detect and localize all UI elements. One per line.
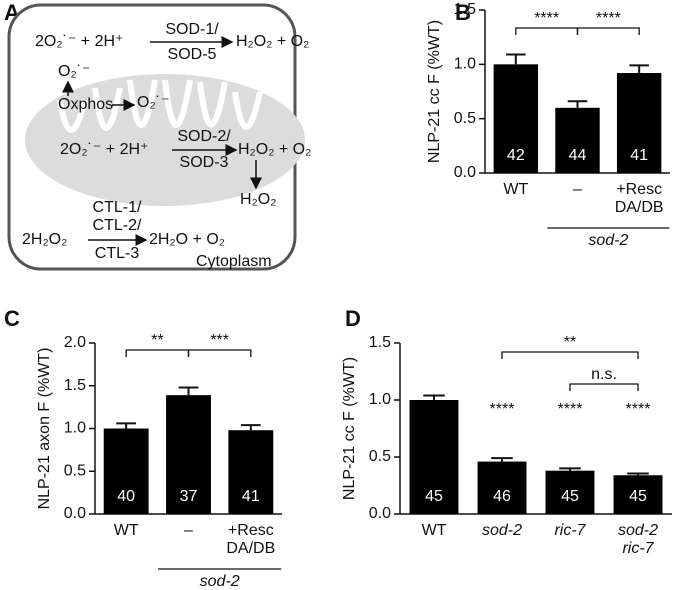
y-tick-label: 1.0 xyxy=(369,391,391,408)
panel-label: B xyxy=(455,0,471,25)
group-label: sod-2 xyxy=(588,232,628,249)
group-label: sod-2 xyxy=(200,573,240,590)
comparison-label: *** xyxy=(210,332,229,349)
n-label: 46 xyxy=(493,488,511,505)
comparison-label: **** xyxy=(596,10,621,27)
y-tick-label: 0.5 xyxy=(454,110,476,127)
comparison-bracket xyxy=(501,351,639,359)
panel-label: C xyxy=(4,306,20,331)
n-label: 37 xyxy=(180,488,198,505)
reactant: 2O₂˙⁻ + 2H⁺ xyxy=(60,141,148,158)
enzyme: SOD-2/ xyxy=(177,128,231,145)
bar xyxy=(477,461,527,514)
n-label: 41 xyxy=(242,488,260,505)
significance-label: **** xyxy=(558,401,583,418)
n-label: 45 xyxy=(629,488,647,505)
reactant: 2H₂O₂ xyxy=(22,231,67,248)
x-tick-label: WT xyxy=(422,522,447,539)
x-tick-label: WT xyxy=(503,181,528,198)
y-tick-label: 0.0 xyxy=(454,164,476,181)
y-tick-label: 0.5 xyxy=(369,448,391,465)
x-tick-label: DA/DB xyxy=(226,540,275,557)
compartment: Cytoplasm xyxy=(196,253,272,270)
x-tick-label: +Resc xyxy=(228,522,274,539)
comparison-label: n.s. xyxy=(591,366,617,383)
y-axis-label: NLP-21 cc F (%WT) xyxy=(341,357,358,500)
significance-label: **** xyxy=(490,401,515,418)
bar xyxy=(613,475,663,514)
x-tick-label: WT xyxy=(114,522,139,539)
n-label: 45 xyxy=(561,488,579,505)
n-label: 42 xyxy=(507,147,525,164)
bar xyxy=(166,395,211,514)
n-label: 41 xyxy=(630,147,648,164)
oxphos: Oxphos xyxy=(58,96,113,113)
x-tick-label: +Resc xyxy=(616,181,662,198)
y-tick-label: 1.0 xyxy=(454,56,476,73)
product: H₂O₂ + O₂ xyxy=(238,141,311,158)
bar xyxy=(228,430,274,514)
product: 2H₂O + O₂ xyxy=(149,231,225,248)
enzyme: CTL-2/ xyxy=(93,217,142,234)
enzyme: CTL-3 xyxy=(95,245,140,262)
bar xyxy=(409,400,459,514)
y-axis-label: NLP-21 cc F (%WT) xyxy=(426,20,443,163)
y-tick-label: 0.5 xyxy=(64,462,86,479)
comparison-bracket xyxy=(125,349,190,357)
x-tick-label: – xyxy=(184,522,193,539)
y-tick-label: 1.0 xyxy=(64,420,86,437)
y-tick-label: 1.5 xyxy=(369,334,391,351)
significance-label: **** xyxy=(626,401,651,418)
enzyme: SOD-3 xyxy=(180,154,229,171)
n-label: 40 xyxy=(117,488,135,505)
x-tick-label: DA/DB xyxy=(615,199,664,216)
superoxide: O₂˙⁻ xyxy=(137,94,169,111)
n-label: 45 xyxy=(425,488,443,505)
bar xyxy=(103,428,149,514)
bar xyxy=(555,107,600,173)
panel-label: D xyxy=(345,306,361,331)
comparison-label: **** xyxy=(534,10,559,27)
comparison-label: ** xyxy=(564,334,576,351)
reactant: 2O₂˙⁻ + 2H⁺ xyxy=(35,33,123,50)
product: H₂O₂ + O₂ xyxy=(236,33,309,50)
comparison-bracket xyxy=(515,27,579,35)
comparison-bracket xyxy=(569,383,639,391)
enzyme: SOD-1/ xyxy=(165,21,219,38)
bar xyxy=(616,73,662,173)
bar xyxy=(545,470,595,514)
cristae xyxy=(57,79,263,133)
y-tick-label: 1.5 xyxy=(64,377,86,394)
y-tick-label: 0.0 xyxy=(369,505,391,522)
enzyme: SOD-5 xyxy=(168,46,217,63)
panel-a: A 2O₂˙⁻ + 2H⁺ SOD-1/ SOD-5 H₂O₂ + O₂ O₂˙… xyxy=(4,0,311,271)
n-label: 44 xyxy=(569,147,587,164)
x-tick-label: sod-2 xyxy=(482,522,522,539)
comparison-bracket xyxy=(576,27,640,35)
x-tick-label: ric-7 xyxy=(554,522,586,539)
y-axis-label: NLP-21 axon F (%WT) xyxy=(36,348,53,510)
y-tick-label: 2.0 xyxy=(64,334,86,351)
x-tick-label: sod-2 xyxy=(618,522,658,539)
bar xyxy=(493,64,539,173)
y-tick-label: 0.0 xyxy=(64,505,86,522)
x-tick-label: ric-7 xyxy=(622,540,654,557)
peroxide: H₂O₂ xyxy=(240,191,276,208)
enzyme: CTL-1/ xyxy=(93,199,142,216)
comparison-bracket xyxy=(187,349,252,357)
comparison-label: ** xyxy=(151,332,163,349)
superoxide: O₂˙⁻ xyxy=(58,63,90,80)
y-tick-label: 1.5 xyxy=(454,1,476,18)
x-tick-label: – xyxy=(573,181,582,198)
